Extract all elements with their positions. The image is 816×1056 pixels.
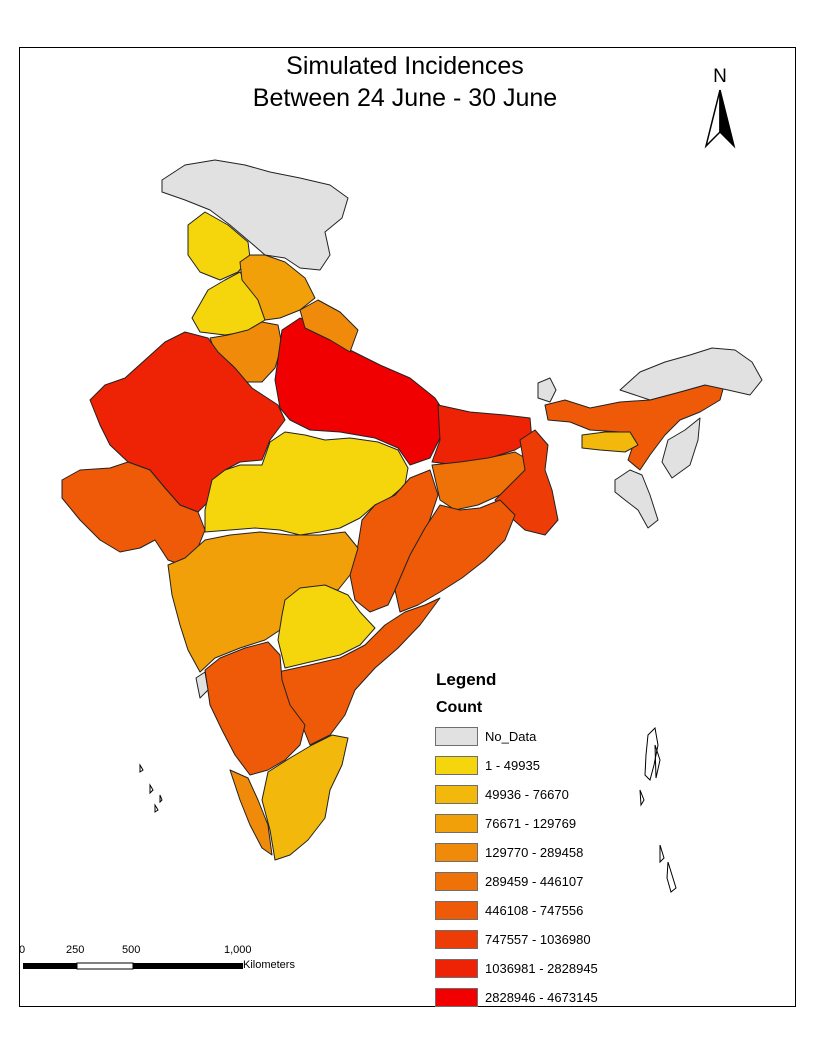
- region-telangana: [277, 584, 376, 669]
- map-title-line-1: Simulated Incidences: [286, 52, 524, 80]
- scale-tick-1000: 1,000: [224, 944, 252, 956]
- legend-swatch: [435, 785, 478, 804]
- map-title-line-2: Between 24 June - 30 June: [252, 84, 558, 112]
- map-title: Simulated Incidences Between 24 June - 3…: [130, 50, 680, 114]
- legend-label: 446108 - 747556: [485, 903, 584, 918]
- lakshadweep-islands: [139, 763, 163, 813]
- legend-label: 747557 - 1036980: [485, 932, 591, 947]
- region-west-bengal: [494, 429, 559, 536]
- region-assam: [544, 381, 726, 471]
- legend-swatch: [435, 843, 478, 862]
- legend-label: 1036981 - 2828945: [485, 961, 598, 976]
- region-meghalaya: [581, 431, 639, 453]
- region-andhra-pradesh: [277, 597, 441, 746]
- legend-label: No_Data: [485, 729, 537, 744]
- north-arrow: N: [696, 66, 744, 156]
- region-uttarakhand: [239, 254, 316, 321]
- region-arunachal-pradesh: [619, 347, 763, 401]
- legend-swatch: [435, 930, 478, 949]
- scale-bar: 0 250 500 1,000 Kilometers: [19, 944, 319, 974]
- legend-label: 129770 - 289458: [485, 845, 584, 860]
- region-northeast-east: [661, 417, 701, 479]
- legend-label: 2828946 - 4673145: [485, 990, 598, 1005]
- legend-label: 1 - 49935: [485, 758, 540, 773]
- legend-swatch: [435, 727, 478, 746]
- legend-swatch: [435, 814, 478, 833]
- region-kerala: [229, 769, 273, 856]
- north-arrow-label: N: [713, 66, 727, 87]
- legend-label: 289459 - 446107: [485, 874, 584, 889]
- legend-label: 49936 - 76670: [485, 787, 569, 802]
- region-uttarakhand-east: [299, 299, 359, 353]
- legend-swatch: [435, 756, 478, 775]
- scale-units: Kilometers: [243, 959, 295, 971]
- region-bihar: [431, 404, 533, 466]
- legend-swatch: [435, 988, 478, 1007]
- andaman-nicobar-islands: [639, 726, 677, 893]
- legend-swatch: [435, 901, 478, 920]
- scale-bar-graphic: [23, 962, 243, 970]
- scale-tick-0: 0: [19, 944, 26, 956]
- region-jammu-kashmir: [161, 159, 349, 271]
- scale-tick-500: 500: [122, 944, 141, 956]
- legend-swatch: [435, 872, 478, 891]
- legend-title: Legend: [436, 670, 497, 689]
- region-odisha: [394, 499, 516, 613]
- legend-swatch: [435, 959, 478, 978]
- region-karnataka: [204, 641, 306, 776]
- north-arrow-icon: [704, 89, 736, 149]
- region-goa: [195, 671, 209, 699]
- region-sikkim: [537, 377, 557, 403]
- region-tripura-mizoram: [614, 469, 659, 529]
- scale-tick-250: 250: [66, 944, 85, 956]
- legend-field-name: Count: [436, 699, 483, 716]
- map-frame: [19, 47, 796, 1007]
- legend-label: 76671 - 129769: [485, 816, 577, 831]
- region-tamil-nadu: [261, 734, 349, 861]
